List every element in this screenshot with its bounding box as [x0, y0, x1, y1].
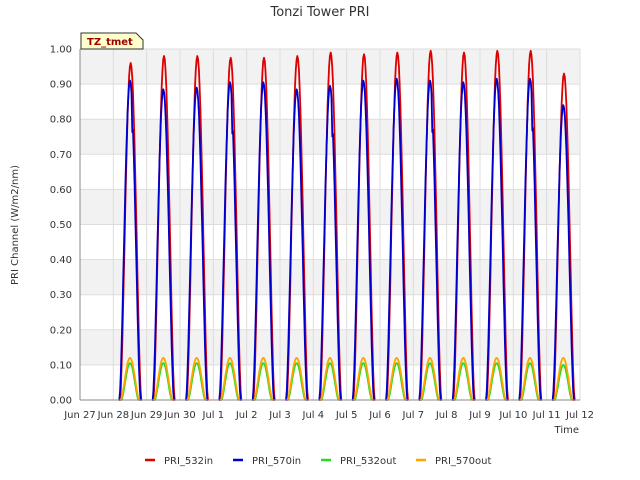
background-band [80, 189, 580, 225]
series-line-PRI_570in [118, 77, 575, 401]
x-tick-label: Jun 29 [130, 410, 163, 421]
x-tick-label: Jul 2 [235, 410, 258, 421]
site-badge: TZ_tmet [80, 32, 144, 50]
series-line-PRI_532in [119, 49, 576, 401]
y-tick-label: 1.00 [50, 45, 72, 56]
x-tick-label: Jul 6 [368, 410, 391, 421]
x-tick-label: Jul 7 [402, 410, 425, 421]
series-lines [118, 49, 576, 401]
y-tick-label: 0.20 [50, 325, 72, 336]
x-tick-label: Jul 9 [468, 410, 491, 421]
y-tick-label: 0.10 [50, 360, 72, 371]
x-tick-label: Jul 8 [435, 410, 458, 421]
series-line-PRI_532out [120, 362, 573, 401]
y-axis-label: PRI Channel (W/m2/nm) [10, 165, 21, 285]
chart-title: Tonzi Tower PRI [270, 5, 370, 20]
legend-label: PRI_532out [340, 456, 396, 467]
y-tick-label: 0.70 [50, 150, 72, 161]
y-tick-labels: 0.00 0.10 0.20 0.30 0.40 0.50 0.60 0.70 0.80 0.90… [50, 45, 72, 407]
x-tick-label: Jun 27 [63, 410, 96, 421]
site-badge-label: TZ_tmet [87, 37, 133, 48]
legend-label: PRI_532in [164, 456, 213, 467]
legend-label: PRI_570out [435, 456, 491, 467]
x-tick-label: Jul 5 [335, 410, 358, 421]
y-tick-label: 0.40 [50, 255, 72, 266]
y-tick-label: 0.60 [50, 185, 72, 196]
x-tick-label: Jul 11 [532, 410, 561, 421]
background-band [80, 329, 580, 365]
series-line-PRI_570out [119, 357, 574, 401]
y-tick-label: 0.50 [50, 220, 72, 231]
axes [79, 49, 580, 401]
y-tick-label: 0.80 [50, 115, 72, 126]
y-tick-label: 0.90 [50, 80, 72, 91]
x-tick-labels: Jun 27 Jun 28 Jun 29 Jun 30 Jul 1 Jul 2 Jul 3 J… [63, 410, 594, 421]
background-band [80, 259, 580, 295]
x-tick-label: Jul 10 [498, 410, 527, 421]
site-badge-box [80, 32, 144, 50]
legend-label: PRI_570in [252, 456, 301, 467]
x-tick-label: Jul 12 [565, 410, 594, 421]
x-axis-label: Time [554, 425, 579, 436]
x-tick-label: Jul 1 [202, 410, 225, 421]
gridlines [79, 48, 581, 401]
x-tick-label: Jul 4 [302, 410, 325, 421]
y-tick-label: 0.30 [50, 290, 72, 301]
x-tick-label: Jul 3 [268, 410, 291, 421]
legend: PRI_532in PRI_570in PRI_532out PRI_570out [145, 456, 491, 467]
y-tick-label: 0.00 [50, 396, 72, 407]
x-tick-label: Jun 28 [97, 410, 130, 421]
background-band [80, 119, 580, 155]
x-tick-label: Jun 30 [163, 410, 196, 421]
